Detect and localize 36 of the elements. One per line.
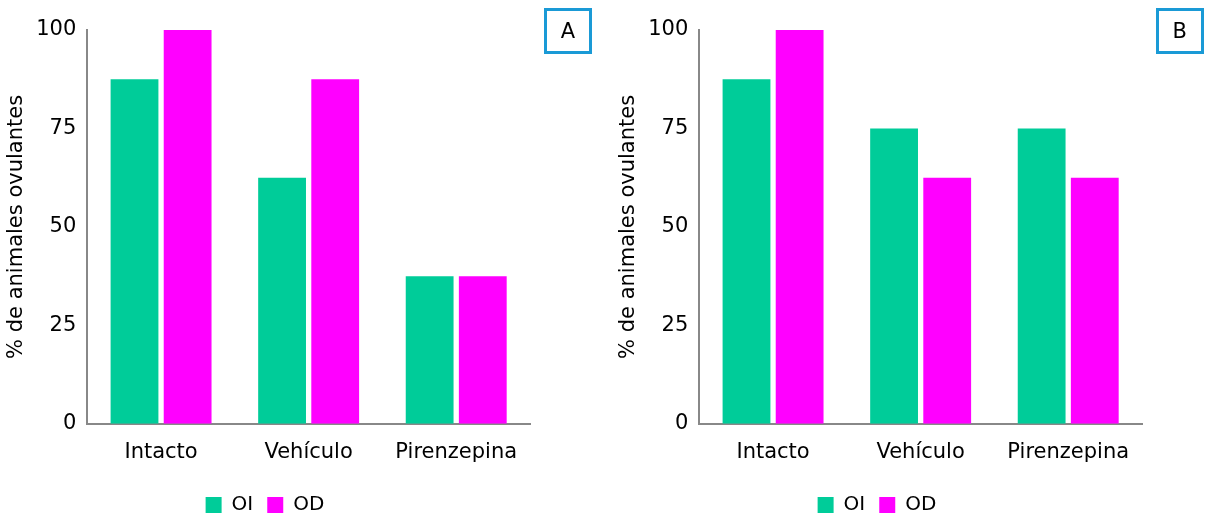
text: B xyxy=(1155,8,1204,54)
y-tick-label: 0 xyxy=(674,410,689,435)
bar xyxy=(311,79,360,424)
bar xyxy=(163,30,212,424)
x-tick-label: Pirenzepina xyxy=(1007,438,1130,463)
x-tick-label: Intacto xyxy=(124,438,198,463)
x-tick-label: Pirenzepina xyxy=(395,438,518,463)
bar xyxy=(405,276,454,424)
x-tick-label: Vehículo xyxy=(876,438,965,463)
bar xyxy=(458,276,507,424)
legend-label: OI xyxy=(231,491,254,516)
y-tick-label: 25 xyxy=(49,311,77,336)
bar xyxy=(923,177,972,424)
y-axis-title: % de animales ovulantes xyxy=(3,94,28,359)
y-tick-label: 100 xyxy=(36,16,77,41)
y-tick-label: 75 xyxy=(49,114,77,139)
bar xyxy=(775,30,824,424)
bar xyxy=(1070,177,1119,424)
bar xyxy=(110,79,159,424)
x-tick-label: Intacto xyxy=(736,438,810,463)
y-axis-title: % de animales ovulantes xyxy=(615,94,640,359)
bar xyxy=(722,79,771,424)
y-tick-label: 50 xyxy=(49,213,77,238)
y-tick-label: 100 xyxy=(648,16,689,41)
bar xyxy=(870,128,918,424)
y-tick-label: 25 xyxy=(661,311,689,336)
y-tick-label: 0 xyxy=(62,410,77,435)
bar xyxy=(1017,128,1066,424)
y-tick-label: 50 xyxy=(661,213,689,238)
legend-label: OI xyxy=(843,491,866,516)
text: A xyxy=(543,8,592,54)
y-tick-label: 75 xyxy=(661,114,689,139)
x-tick-label: Vehículo xyxy=(264,438,353,463)
legend-label: OD xyxy=(905,491,937,516)
legend-label: OD xyxy=(293,491,325,516)
bar xyxy=(258,177,306,424)
